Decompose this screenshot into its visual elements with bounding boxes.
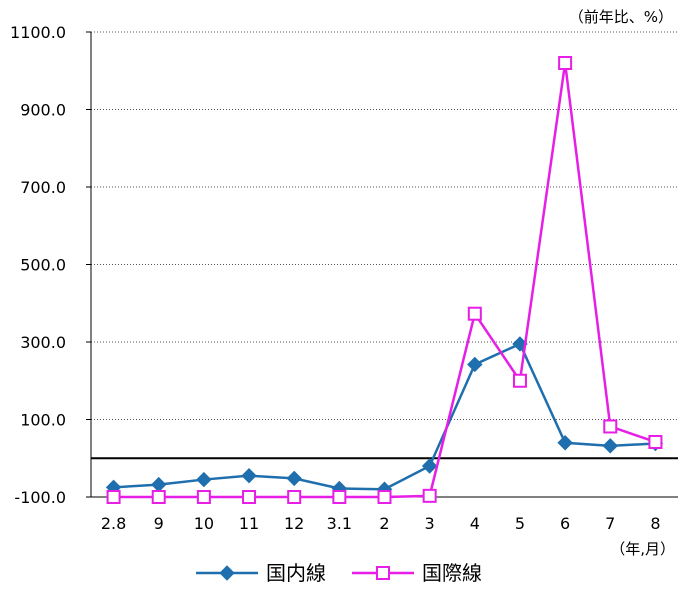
data-point: [603, 419, 618, 434]
y-tick-label: 700.0: [20, 178, 66, 197]
data-point: [421, 458, 438, 474]
data-point: [422, 488, 437, 503]
legend-item: 国内線: [196, 561, 326, 585]
data-point: [151, 490, 166, 504]
y-tick-label: 500.0: [20, 256, 66, 275]
data-point: [512, 373, 527, 388]
data-point: [332, 490, 347, 504]
data-point: [467, 306, 482, 321]
series-line: [113, 62, 656, 499]
data-point: [196, 471, 212, 488]
x-tick-label: 12: [284, 514, 304, 533]
y-tick-label: 1100.0: [10, 23, 66, 42]
x-unit-label: （年,月）: [610, 540, 675, 558]
data-point: [286, 470, 302, 487]
y-unit-label: （前年比、%）: [569, 8, 673, 26]
x-tick-label: 3: [425, 514, 435, 533]
legend-marker: [219, 565, 235, 581]
series: [105, 56, 664, 504]
data-point: [242, 490, 257, 504]
x-tick-label: 2.8: [101, 514, 126, 533]
series-1: [105, 336, 664, 497]
y-tick-labels: -100.0 100.0 300.0 500.0 700.0 900.0 1100.0: [10, 23, 66, 507]
data-point: [558, 56, 573, 70]
data-point: [241, 467, 257, 484]
legend-item: 国際線: [352, 561, 482, 585]
x-tick-label: 3.1: [327, 514, 352, 533]
x-tick-label: 11: [239, 514, 259, 533]
x-tick-label: 8: [650, 514, 660, 533]
legend: 国内線 国際線: [196, 561, 482, 585]
legend-label: 国際線: [422, 561, 482, 585]
data-point: [467, 356, 483, 373]
data-point: [602, 438, 618, 454]
x-tick-label: 5: [515, 514, 525, 533]
data-point: [557, 435, 573, 451]
data-point: [106, 490, 121, 504]
data-point: [648, 434, 663, 449]
y-tick-label: 300.0: [20, 333, 66, 352]
x-tick-label: 4: [470, 514, 480, 533]
data-point: [377, 490, 392, 504]
legend-label: 国内線: [266, 561, 326, 585]
series-2: [106, 56, 663, 504]
y-tick-label: -100.0: [14, 488, 66, 507]
x-tick-labels: 2.8 9 10 11 12 3.1 2 3 4 5 6 7 8: [101, 514, 661, 533]
y-tick-label: 100.0: [20, 411, 66, 430]
x-tick-label: 7: [605, 514, 615, 533]
x-tick-label: 10: [194, 514, 214, 533]
legend-marker: [376, 566, 390, 580]
data-point: [287, 490, 302, 504]
x-tick-label: 6: [560, 514, 570, 533]
x-tick-label: 2: [379, 514, 389, 533]
gridlines: [91, 31, 678, 420]
x-tick-label: 9: [154, 514, 164, 533]
series-line: [113, 342, 656, 491]
y-tick-label: 900.0: [20, 101, 66, 120]
data-point: [196, 490, 211, 504]
data-point: [151, 476, 167, 493]
